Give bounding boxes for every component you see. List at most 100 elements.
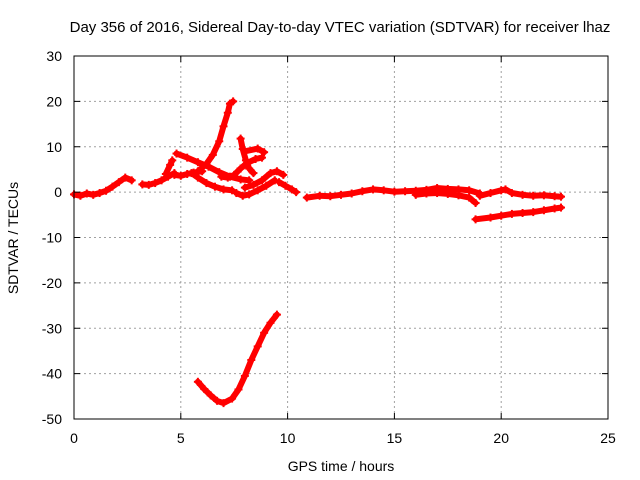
- data-point: [206, 391, 215, 400]
- x-axis-label: GPS time / hours: [288, 458, 395, 474]
- data-point: [102, 186, 111, 195]
- y-tick-label: -50: [42, 411, 62, 427]
- data-point: [151, 179, 160, 188]
- data-point: [193, 377, 202, 386]
- data-point: [262, 181, 271, 190]
- data-point: [411, 190, 420, 199]
- data-point: [234, 385, 243, 394]
- axis-ticks: 0 5 10 15 20 25 -50 -40 -30 -20 -10 0 10 20 30: [42, 48, 616, 446]
- y-axis-label: SDTVAR / TECUs: [5, 182, 21, 294]
- data-point: [518, 208, 527, 217]
- data-point: [228, 186, 237, 195]
- data-point: [193, 158, 202, 167]
- data-point: [465, 193, 474, 202]
- data-point: [454, 191, 463, 200]
- data-point: [176, 171, 185, 180]
- y-tick-label: -10: [42, 230, 62, 246]
- data-point: [219, 122, 228, 131]
- x-tick-label: 20: [493, 430, 509, 446]
- data-point: [245, 164, 254, 173]
- data-point: [518, 190, 527, 199]
- data-point: [507, 189, 516, 198]
- data-point: [114, 178, 123, 187]
- data-point: [232, 189, 241, 198]
- data-point: [157, 176, 166, 185]
- data-point: [223, 173, 232, 182]
- data-point: [215, 137, 224, 146]
- data-point: [230, 170, 239, 179]
- grid: [74, 56, 608, 419]
- data-point: [369, 185, 378, 194]
- data-point: [315, 191, 324, 200]
- x-tick-label: 0: [70, 430, 78, 446]
- chart-title: Day 356 of 2016, Sidereal Day-to-day VTE…: [70, 19, 611, 36]
- data-point: [497, 211, 506, 220]
- data-point: [76, 191, 85, 200]
- data-point: [240, 147, 249, 156]
- data-point: [253, 186, 262, 195]
- data-point: [272, 167, 281, 176]
- data-point: [358, 187, 367, 196]
- data-point: [501, 185, 510, 194]
- data-point: [266, 318, 275, 327]
- data-point: [260, 148, 269, 157]
- data-point: [465, 186, 474, 195]
- data-point: [257, 176, 266, 185]
- data-point: [486, 213, 495, 222]
- data-point: [236, 175, 245, 184]
- y-tick-label: 10: [46, 139, 62, 155]
- data-point: [401, 187, 410, 196]
- data-point: [202, 159, 211, 168]
- data-point: [486, 189, 495, 198]
- data-point: [539, 191, 548, 200]
- data-point: [266, 169, 275, 178]
- y-tick-label: -30: [42, 320, 62, 336]
- data-point: [168, 156, 177, 165]
- data-point: [213, 396, 222, 405]
- data-point: [529, 208, 538, 217]
- x-tick-label: 10: [280, 430, 296, 446]
- data-point: [471, 199, 480, 208]
- data-point: [193, 167, 202, 176]
- data-point: [326, 192, 335, 201]
- data-point: [241, 156, 250, 165]
- y-tick-label: -20: [42, 275, 62, 291]
- data-point: [240, 371, 249, 380]
- data-point: [240, 183, 249, 192]
- data-point: [121, 173, 130, 182]
- data-point: [245, 190, 254, 199]
- data-point: [236, 164, 245, 173]
- data-point: [272, 310, 281, 319]
- data-series: [70, 97, 566, 408]
- data-point: [229, 97, 238, 106]
- data-point: [292, 188, 301, 197]
- data-point: [287, 185, 296, 194]
- data-point: [337, 190, 345, 199]
- data-point: [257, 153, 266, 162]
- data-point: [238, 191, 247, 200]
- data-point: [202, 179, 211, 188]
- data-point: [82, 189, 91, 198]
- data-point: [539, 206, 548, 215]
- data-point: [529, 191, 538, 200]
- data-point: [95, 189, 104, 198]
- x-tick-label: 15: [387, 430, 403, 446]
- series-arc-19-23: [476, 186, 564, 200]
- x-tick-label: 25: [600, 430, 616, 446]
- data-point: [253, 144, 262, 153]
- data-point: [302, 193, 311, 202]
- data-point: [187, 169, 196, 178]
- data-point: [260, 328, 269, 337]
- data-point: [223, 108, 232, 117]
- data-point: [379, 186, 388, 195]
- data-point: [183, 153, 192, 162]
- data-point: [210, 182, 219, 191]
- data-point: [208, 150, 217, 159]
- data-point: [281, 181, 290, 190]
- y-tick-label: 0: [54, 184, 62, 200]
- data-point: [347, 189, 356, 198]
- series-arc-9.5-10.5: [276, 179, 300, 196]
- data-point: [253, 342, 262, 351]
- data-point: [247, 356, 256, 365]
